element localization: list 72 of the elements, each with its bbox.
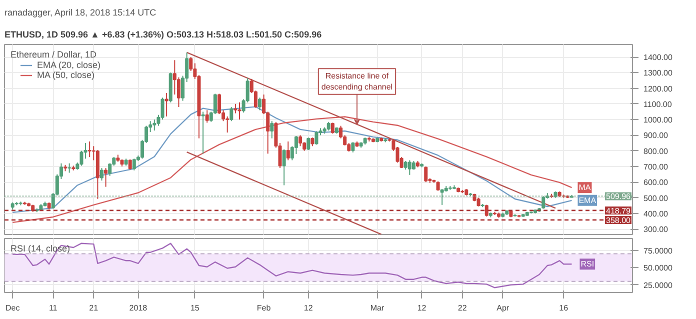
ref-line-label: 509.96 — [606, 192, 632, 202]
x-tick-label: Feb — [256, 304, 272, 312]
x-tick-label: Dec — [5, 304, 20, 312]
candlestick — [152, 119, 156, 132]
y-tick-label: 1000.00 — [644, 116, 673, 125]
candlestick — [258, 97, 262, 111]
candlestick — [230, 106, 234, 122]
x-tick-label: 21 — [89, 304, 99, 312]
y-tick-label: 900.00 — [644, 131, 669, 140]
series-label: RSI — [580, 260, 594, 269]
x-tick-label: 15 — [190, 304, 200, 312]
candlestick — [542, 196, 546, 210]
line-series — [12, 106, 572, 214]
candlestick — [226, 116, 230, 134]
y-tick-label: 300.00 — [644, 225, 669, 234]
x-tick-label: 12 — [304, 304, 314, 312]
candlestick — [286, 140, 290, 161]
candlestick — [164, 92, 168, 117]
candlestick — [270, 120, 274, 139]
ref-line-label: 418.79 — [606, 206, 632, 216]
candlestick — [424, 166, 428, 183]
candlestick — [440, 188, 444, 206]
candlestick — [100, 168, 104, 182]
y-tick-label: 400.00 — [644, 209, 669, 218]
y-tick-label: 700.00 — [644, 162, 669, 172]
y-tick-label: 25.0000 — [644, 280, 673, 290]
candlestick — [408, 160, 412, 176]
text: ranadagger, April 18, 2018 15:14 UTC — [4, 8, 157, 18]
annotation: MA — [578, 183, 592, 192]
ref-line-label: 358.00 — [606, 216, 632, 225]
candlestick — [238, 102, 242, 120]
y-tick-label: 75.0000 — [644, 246, 673, 256]
x-tick-label: Apr — [496, 304, 510, 312]
x-tick-label: 11 — [48, 304, 58, 312]
y-tick-label: 1200.00 — [644, 84, 673, 94]
annotation: EMA — [578, 196, 597, 205]
text: Ethereum / Dollar, 1D — [10, 50, 98, 60]
candlestick — [282, 148, 286, 186]
x-tick-label: 22 — [458, 304, 468, 312]
candlestick — [314, 130, 318, 146]
candlestick — [80, 150, 84, 166]
y-tick-label: 600.00 — [644, 178, 669, 188]
candlestick — [294, 135, 298, 154]
legend-label: EMA (20, close) — [37, 60, 101, 70]
annotation: Resistance line of descending channel — [321, 72, 393, 92]
candlestick — [68, 162, 72, 174]
candlestick — [351, 142, 355, 153]
candlestick — [132, 158, 136, 171]
y-tick-label: 800.00 — [644, 146, 669, 156]
line-series — [12, 116, 572, 224]
x-tick-label: 16 — [559, 304, 569, 312]
x-tick-label: Mar — [370, 304, 384, 312]
candlestick — [298, 134, 302, 147]
x-tick-label: 2018 — [129, 304, 148, 312]
chart-subtitle: ETHUSD, 1D 509.96 ▲ +6.83 (+1.36%) O:503.13 H:518.03 L:501.50 C:509.96 — [4, 30, 322, 40]
y-tick-label: 500.00 — [644, 194, 669, 203]
candlestick — [205, 110, 209, 124]
candlestick — [88, 140, 92, 158]
x-tick-label: 12 — [417, 304, 427, 312]
candlestick — [176, 76, 180, 108]
candlestick — [234, 103, 238, 114]
y-tick-label: 1300.00 — [644, 68, 673, 78]
y-tick-label: 1100.00 — [644, 100, 672, 109]
candlestick — [330, 122, 334, 134]
candlestick — [104, 168, 108, 188]
legend-label: MA (50, close) — [37, 70, 95, 80]
candlestick — [160, 97, 164, 120]
y-tick-label: 50.0000 — [644, 264, 673, 273]
line-series — [12, 242, 572, 288]
candlestick — [201, 111, 205, 154]
y-tick-label: 1400.00 — [644, 53, 673, 62]
candlestick — [306, 137, 310, 151]
